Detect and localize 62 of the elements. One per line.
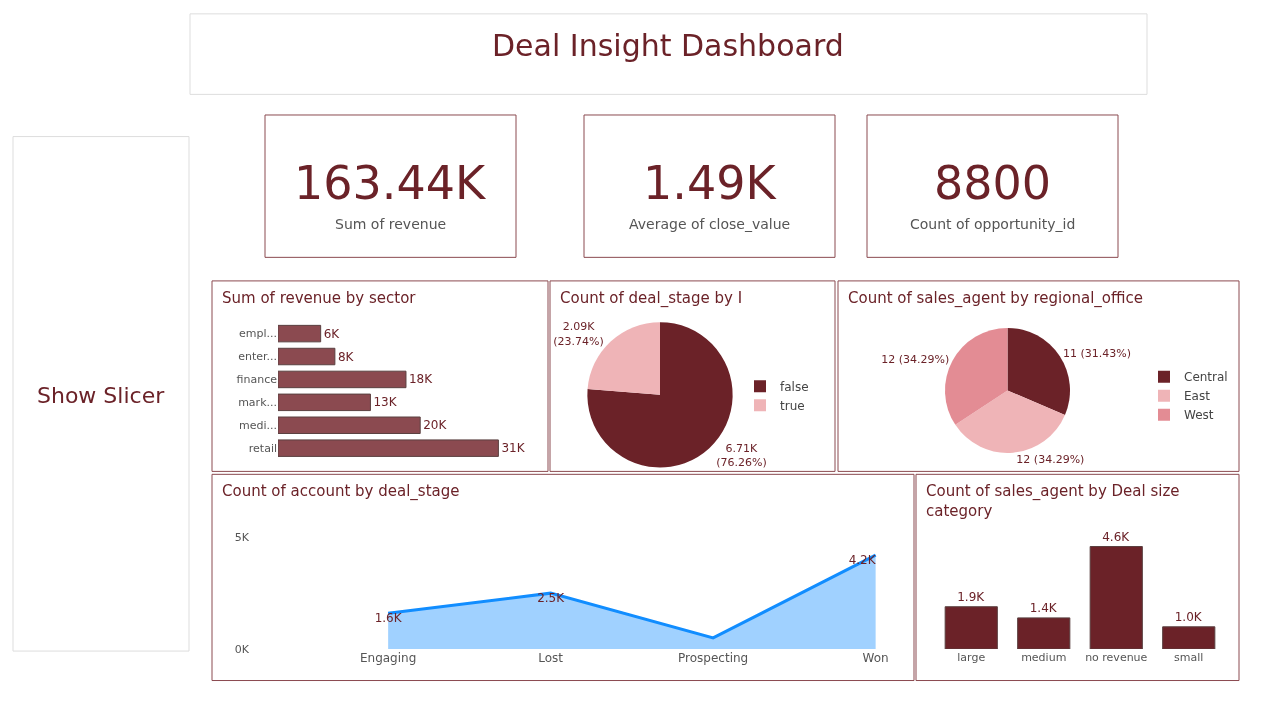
x-tick-label: Prospecting (678, 651, 749, 666)
text: 163.44K (294, 156, 487, 210)
chart-title: Sum of revenue by sector (222, 289, 417, 307)
data-label: 6.71K (76.26%) (716, 441, 767, 470)
data-label: 13K (373, 395, 398, 410)
bar (278, 370, 407, 389)
bar (278, 439, 499, 457)
text: Deal Insight Dashboard (492, 28, 844, 63)
chart-title: Count of account by deal_stage (222, 482, 460, 501)
x-tick-label: no revenue (1085, 651, 1148, 665)
y-tick-label: mark... (238, 396, 277, 410)
y-tick-label: finance (236, 373, 278, 387)
data-label: 1.4K (1029, 600, 1058, 615)
chart-title: Count of deal_stage by I (560, 289, 743, 308)
text: 8800 (934, 156, 1052, 210)
text: Show Slicer (37, 383, 166, 408)
chart-title: Count of sales_agent by Deal size category (926, 482, 1180, 520)
data-label: 1.6K (374, 611, 403, 626)
bar (1017, 617, 1071, 650)
text: Count of opportunity_id (910, 216, 1076, 232)
x-tick-label: small (1174, 651, 1204, 665)
data-label: 1.0K (1174, 609, 1203, 624)
x-tick-label: Lost (538, 651, 564, 666)
data-label: 31K (501, 441, 526, 456)
y-tick-label: 0K (234, 642, 250, 656)
bar (278, 416, 421, 434)
pie-slice (955, 390, 1065, 453)
legend-label: West (1184, 408, 1214, 423)
text: Average of close_value (629, 216, 791, 232)
y-tick-label: retail (248, 442, 277, 455)
legend-label: false (780, 379, 809, 394)
legend-label: Central (1184, 370, 1228, 385)
legend-label: East (1184, 389, 1211, 404)
data-label: 18K (408, 372, 434, 387)
data-label: 8K (337, 349, 355, 364)
y-tick-label: 5K (234, 531, 250, 545)
bar (278, 347, 336, 366)
data-label: 12 (34.29%) (1016, 452, 1085, 466)
data-label: 6K (323, 326, 341, 341)
x-tick-label: Won (862, 651, 889, 666)
data-label: 12 (34.29%) (881, 352, 950, 366)
data-label: 11 (31.43%) (1062, 347, 1131, 361)
y-tick-label: empl... (238, 327, 277, 341)
bar (278, 393, 371, 412)
text: Sum of revenue (335, 216, 447, 232)
x-tick-label: Engaging (359, 651, 417, 666)
y-tick-label: enter... (238, 350, 277, 364)
data-label: 1.9K (957, 589, 986, 604)
text: 1.49K (643, 156, 778, 210)
data-label: 2.5K (537, 591, 566, 606)
data-label: 4.6K (1102, 529, 1131, 544)
y-tick-label: medi... (238, 419, 277, 433)
bar (1162, 626, 1216, 650)
legend-label: true (780, 398, 805, 413)
x-tick-label: medium (1021, 651, 1067, 665)
bar (944, 606, 998, 650)
bar (1089, 546, 1143, 650)
data-label: 20K (423, 418, 448, 433)
x-tick-label: large (957, 651, 986, 665)
chart-title: Count of sales_agent by regional_office (848, 289, 1143, 308)
bar (278, 324, 322, 343)
data-label: 2.09K (23.74%) (553, 320, 604, 348)
